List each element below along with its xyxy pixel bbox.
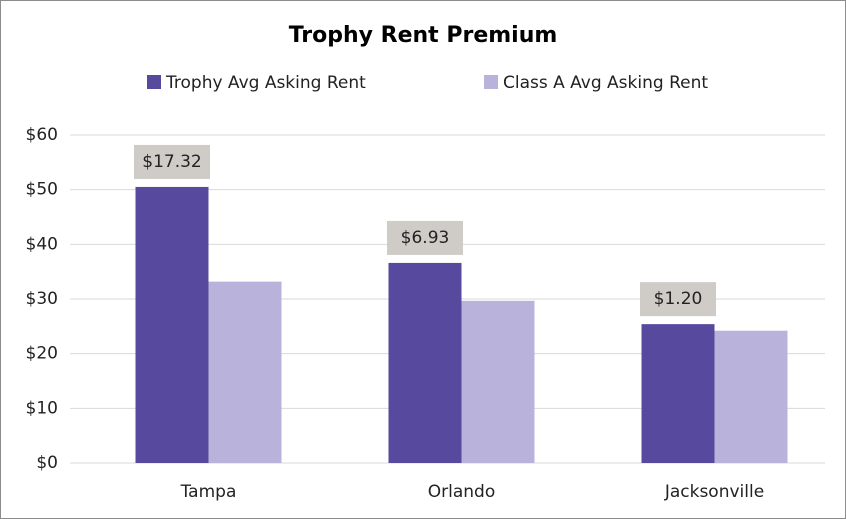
legend-label: Class A Avg Asking Rent (503, 73, 708, 93)
y-tick-label: $60 (26, 125, 58, 145)
x-tick-label: Orlando (428, 482, 495, 502)
bar (388, 262, 462, 463)
y-tick-label: $50 (26, 180, 58, 200)
legend-label: Trophy Avg Asking Rent (165, 73, 366, 93)
annotation: $17.32 (142, 152, 201, 172)
bar (641, 324, 715, 463)
chart-title: Trophy Rent Premium (289, 23, 558, 48)
y-tick-label: $30 (26, 289, 58, 309)
x-tick-label: Tampa (180, 482, 237, 502)
annotation-box (134, 144, 210, 179)
bar (208, 281, 282, 463)
legend-swatch (147, 75, 161, 89)
bar (461, 300, 535, 463)
bar (135, 186, 209, 463)
y-tick-label: $40 (26, 234, 58, 254)
annotation: $1.20 (654, 289, 703, 309)
y-tick-label: $10 (26, 398, 58, 418)
bar (714, 330, 788, 463)
y-tick-label: $0 (36, 453, 58, 473)
annotation-box (387, 220, 463, 255)
legend-swatch (484, 75, 498, 89)
x-tick-label: Jacksonville (664, 482, 764, 502)
annotation: $6.93 (401, 228, 450, 248)
y-tick-label: $20 (26, 344, 58, 364)
annotation-box (640, 282, 716, 317)
